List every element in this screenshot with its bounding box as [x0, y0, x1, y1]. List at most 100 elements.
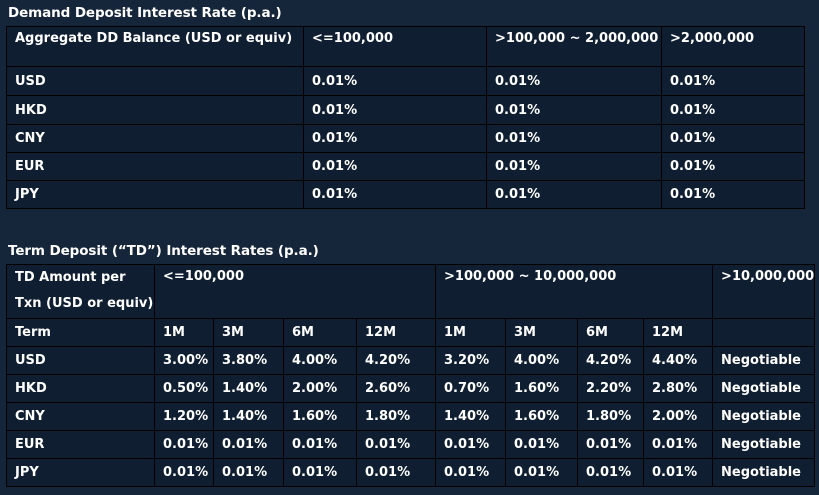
dd-rate: 0.01% [661, 180, 805, 209]
dd-header-tier-2: >100,000 ~ 2,000,000 [486, 26, 662, 67]
td-header-row: TD Amount per Txn (USD or equiv) <=100,0… [6, 264, 816, 319]
td-rate: 0.01% [213, 458, 284, 487]
td-term: 1M [435, 318, 506, 347]
dd-header-tier-3: >2,000,000 [661, 26, 805, 67]
dd-header-tier-1: <=100,000 [303, 26, 487, 67]
td-rate: 0.01% [213, 430, 284, 459]
td-rate: 0.01% [435, 458, 506, 487]
td-rate: 0.70% [435, 374, 506, 403]
td-header-tier-2: >100,000 ~ 10,000,000 [434, 264, 714, 319]
dd-row-jpy: JPY 0.01% 0.01% 0.01% [6, 180, 805, 209]
dd-row-hkd: HKD 0.01% 0.01% 0.01% [6, 95, 805, 125]
term-deposit-table: TD Amount per Txn (USD or equiv) <=100,0… [6, 264, 816, 487]
td-term: 12M [642, 318, 714, 347]
dd-rate: 0.01% [486, 180, 662, 209]
dd-rate: 0.01% [661, 66, 805, 96]
demand-deposit-title: Demand Deposit Interest Rate (p.a.) [8, 5, 282, 21]
td-term [712, 318, 816, 347]
td-row-eur: EUR 0.01% 0.01% 0.01% 0.01% 0.01% 0.01% … [6, 430, 816, 459]
td-rate: 0.01% [435, 430, 506, 459]
dd-rate: 0.01% [661, 124, 805, 153]
td-term-label: Term [6, 318, 155, 347]
dd-rate: 0.01% [661, 95, 805, 125]
td-rate: 0.01% [154, 430, 214, 459]
dd-rate: 0.01% [303, 180, 487, 209]
dd-header-balance: Aggregate DD Balance (USD or equiv) [6, 26, 304, 67]
td-currency: USD [6, 346, 155, 375]
demand-deposit-table: Aggregate DD Balance (USD or equiv) <=10… [6, 26, 805, 209]
td-rate: 0.01% [642, 458, 714, 487]
td-term: 1M [154, 318, 214, 347]
td-rate: 2.20% [577, 374, 644, 403]
td-rate: 2.80% [642, 374, 714, 403]
td-currency: HKD [6, 374, 155, 403]
td-rate: 4.20% [577, 346, 644, 375]
td-rate: Negotiable [712, 402, 816, 431]
td-currency: EUR [6, 430, 155, 459]
td-row-usd: USD 3.00% 3.80% 4.00% 4.20% 3.20% 4.00% … [6, 346, 816, 375]
td-rate: 2.60% [356, 374, 436, 403]
td-rate: 4.40% [642, 346, 714, 375]
td-rate: 0.01% [283, 458, 357, 487]
td-term-row: Term 1M 3M 6M 12M 1M 3M 6M 12M [6, 318, 816, 347]
td-header-amount-line1: TD Amount per [15, 270, 126, 285]
td-rate: 1.80% [577, 402, 644, 431]
td-rate: 0.01% [577, 430, 644, 459]
dd-rate: 0.01% [486, 95, 662, 125]
dd-row-cny: CNY 0.01% 0.01% 0.01% [6, 124, 805, 153]
td-rate: 0.01% [577, 458, 644, 487]
td-rate: 2.00% [283, 374, 357, 403]
dd-rate: 0.01% [486, 66, 662, 96]
dd-rate: 0.01% [486, 152, 662, 181]
td-currency: JPY [6, 458, 155, 487]
td-header-tier-1: <=100,000 [154, 264, 436, 319]
term-deposit-title: Term Deposit (“TD”) Interest Rates (p.a.… [8, 243, 319, 259]
td-rate: 0.01% [154, 458, 214, 487]
td-term: 12M [356, 318, 436, 347]
dd-row-eur: EUR 0.01% 0.01% 0.01% [6, 152, 805, 181]
dd-currency: USD [6, 66, 304, 96]
td-rate: 0.01% [283, 430, 357, 459]
td-rate: 2.00% [642, 402, 714, 431]
td-rate: 1.80% [356, 402, 436, 431]
td-term: 3M [505, 318, 578, 347]
dd-rate: 0.01% [303, 95, 487, 125]
dd-row-usd: USD 0.01% 0.01% 0.01% [6, 66, 805, 96]
td-rate: Negotiable [712, 374, 816, 403]
td-rate: 1.60% [283, 402, 357, 431]
td-term: 3M [213, 318, 284, 347]
td-row-jpy: JPY 0.01% 0.01% 0.01% 0.01% 0.01% 0.01% … [6, 458, 816, 487]
td-rate: 0.01% [505, 458, 578, 487]
td-rate: 0.01% [356, 458, 436, 487]
td-rate: Negotiable [712, 346, 816, 375]
td-rate: 0.01% [356, 430, 436, 459]
dd-currency: HKD [6, 95, 304, 125]
td-rate: 1.60% [505, 374, 578, 403]
td-header-amount-line2: Txn (USD or equiv) [15, 296, 154, 311]
td-rate: 1.40% [435, 402, 506, 431]
td-rate: 0.01% [642, 430, 714, 459]
td-rate: 1.20% [154, 402, 214, 431]
td-rate: 0.01% [505, 430, 578, 459]
dd-currency: CNY [6, 124, 304, 153]
td-header-tier-3: >10,000,000 [712, 264, 816, 319]
td-header-amount: TD Amount per Txn (USD or equiv) [6, 264, 155, 319]
td-rate: 3.00% [154, 346, 214, 375]
td-rate: Negotiable [712, 430, 816, 459]
td-rate: 4.20% [356, 346, 436, 375]
td-rate: Negotiable [712, 458, 816, 487]
td-rate: 3.20% [435, 346, 506, 375]
td-rate: 1.60% [505, 402, 578, 431]
dd-rate: 0.01% [303, 66, 487, 96]
td-term: 6M [283, 318, 357, 347]
td-rate: 0.50% [154, 374, 214, 403]
td-rate: 1.40% [213, 374, 284, 403]
td-rate: 4.00% [505, 346, 578, 375]
td-rate: 3.80% [213, 346, 284, 375]
td-row-cny: CNY 1.20% 1.40% 1.60% 1.80% 1.40% 1.60% … [6, 402, 816, 431]
dd-currency: JPY [6, 180, 304, 209]
dd-rate: 0.01% [303, 124, 487, 153]
td-rate: 1.40% [213, 402, 284, 431]
dd-rate: 0.01% [661, 152, 805, 181]
dd-currency: EUR [6, 152, 304, 181]
